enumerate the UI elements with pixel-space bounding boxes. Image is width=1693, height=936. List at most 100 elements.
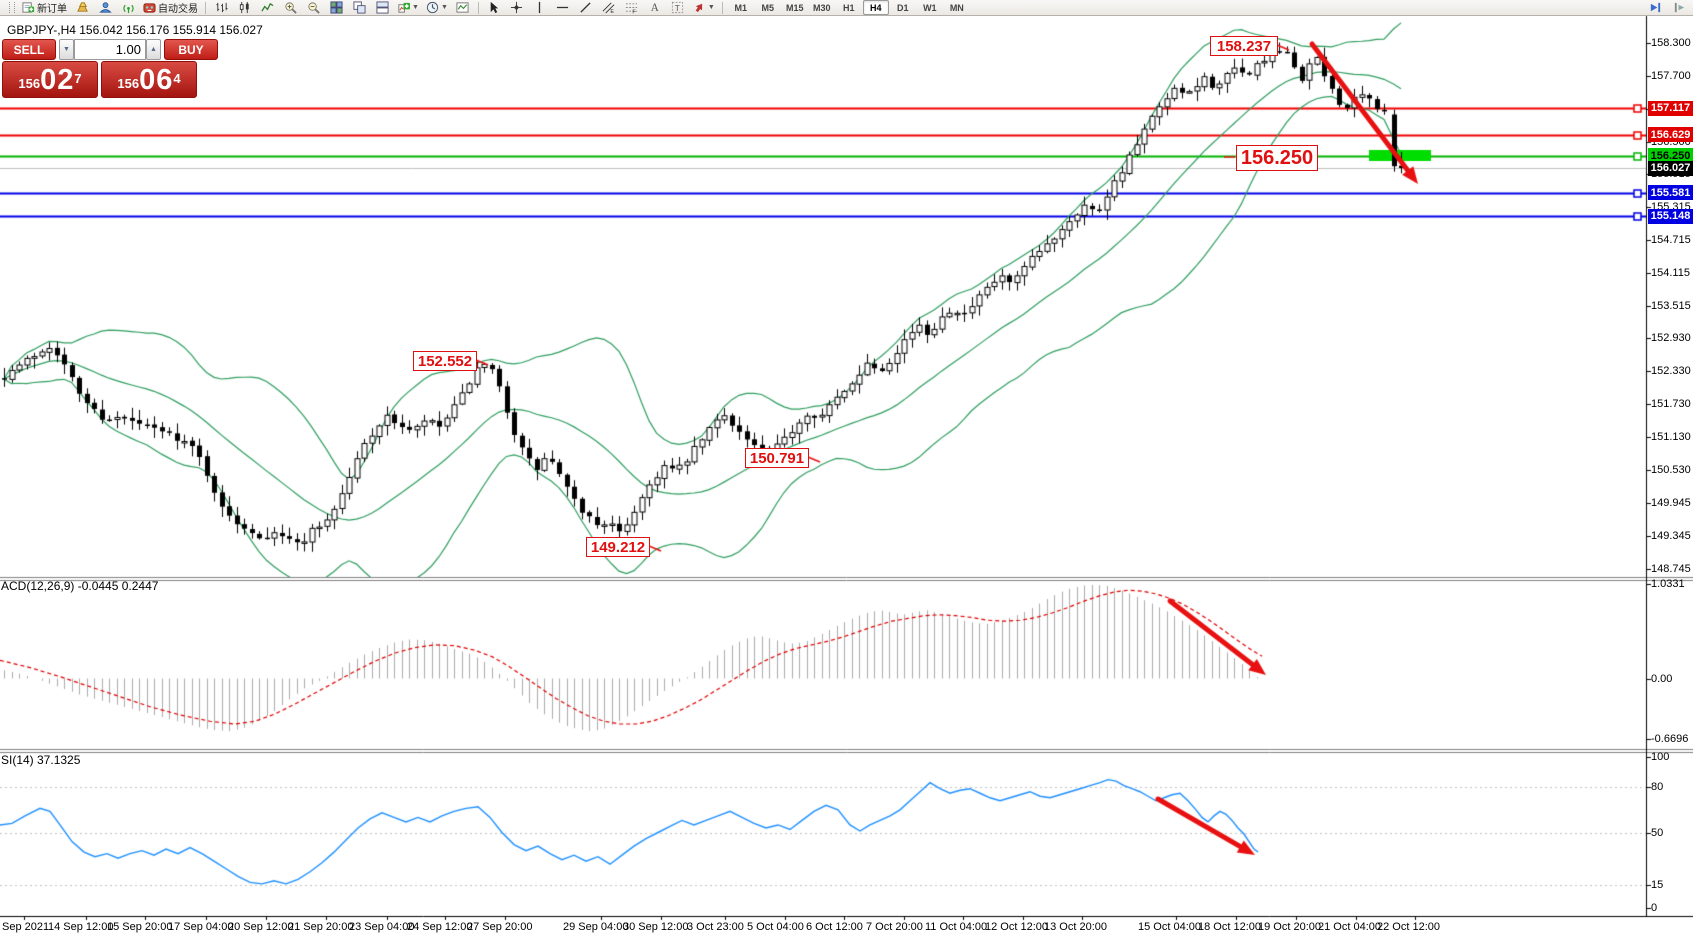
svg-text:A: A [651, 2, 659, 14]
toolbar-separator [477, 1, 479, 14]
time-axis-label: 3 Oct 23:00 [687, 921, 744, 933]
chart-shift-icon[interactable] [1669, 1, 1689, 15]
macd-axis-tick: 0.00 [1651, 672, 1673, 685]
volume-down-stepper[interactable]: ▼ [59, 39, 74, 60]
bid-pip-digit: 7 [74, 71, 82, 86]
ask-pip-digit: 4 [173, 71, 181, 86]
annotation-price-label[interactable]: 150.791 [745, 448, 809, 468]
toolbar-drag-handle[interactable] [9, 2, 15, 13]
time-axis-label: 5 Oct 04:00 [747, 921, 804, 933]
rsi-axis-tick: 15 [1651, 879, 1664, 892]
volume-input[interactable]: 1.00 [74, 39, 146, 60]
zoom-in-icon[interactable] [280, 1, 300, 15]
price-axis-tick: 150.530 [1651, 464, 1691, 477]
price-level-tag: 155.148 [1648, 208, 1693, 224]
price-level-tag: 155.581 [1648, 185, 1693, 201]
crosshair-icon[interactable] [507, 1, 527, 15]
price-axis-tick: 157.700 [1651, 70, 1691, 82]
annotation-price-label[interactable]: 152.552 [413, 351, 477, 371]
market-icon[interactable] [72, 1, 92, 15]
auto-scroll-icon[interactable] [1645, 1, 1665, 15]
bid-big-digits: 02 [40, 64, 75, 96]
time-axis-label: 22 Oct 12:00 [1377, 921, 1440, 933]
time-axis-label: 18 Oct 12:00 [1198, 921, 1261, 933]
timeframe-d1[interactable]: D1 [897, 2, 909, 13]
rsi-axis-tick: 50 [1651, 826, 1664, 839]
buy-button[interactable]: BUY [164, 39, 218, 60]
horizontal-line-icon[interactable] [553, 1, 573, 15]
new-order-icon[interactable]: 新订单 [20, 1, 69, 15]
line-chart-icon[interactable] [257, 1, 277, 15]
cursor-icon[interactable] [484, 1, 504, 15]
text-label-icon[interactable]: T [668, 1, 688, 15]
svg-text:F: F [633, 10, 637, 14]
autotrading-label: 自动交易 [158, 4, 198, 15]
ask-price-display[interactable]: 156 06 4 [101, 61, 197, 98]
timeframe-m30[interactable]: M30 [813, 2, 831, 13]
arrows-icon[interactable]: ▼ [691, 1, 717, 15]
toolbar: 新订单 自动交易 ▼ ▼ E F A T ▼ M1 M5 M15 M30 H1 H4 D1 W1 MN [0, 0, 1693, 16]
templates-icon[interactable] [453, 1, 473, 15]
community-icon[interactable] [95, 1, 115, 15]
toolbar-separator [721, 1, 723, 14]
annotation-price-label[interactable]: 156.250 [1236, 145, 1318, 171]
timeframe-m5[interactable]: M5 [761, 2, 775, 13]
time-axis-label: 27 Sep 20:00 [467, 921, 533, 933]
timeframe-m1[interactable]: M1 [734, 2, 748, 13]
svg-text:T: T [675, 3, 680, 13]
time-axis-label: 21 Sep 20:00 [288, 921, 354, 933]
annotation-price-label[interactable]: 158.237 [1210, 36, 1278, 56]
toolbar-right-group [1645, 1, 1693, 15]
chevron-down-icon: ▼ [412, 4, 419, 11]
arrange-windows-icon[interactable] [372, 1, 392, 15]
time-axis-label: 19 Oct 20:00 [1258, 921, 1321, 933]
sell-button[interactable]: SELL [2, 39, 56, 60]
bid-price-display[interactable]: 156 02 7 [2, 61, 98, 98]
cascade-windows-icon[interactable] [349, 1, 369, 15]
trendline-icon[interactable] [576, 1, 596, 15]
timeframe-mn[interactable]: MN [949, 2, 964, 13]
chevron-down-icon: ▼ [440, 4, 448, 11]
signals-icon[interactable] [118, 1, 138, 15]
macd-axis-tick: 1.0331 [1651, 578, 1685, 591]
price-level-tag: 156.629 [1648, 127, 1693, 143]
price-axis-tick: 154.115 [1651, 267, 1690, 280]
autotrading-icon[interactable]: 自动交易 [141, 1, 200, 15]
timeframe-h4[interactable]: H4 [862, 0, 889, 15]
periods-icon[interactable]: ▼ [424, 1, 450, 15]
tile-windows-icon[interactable] [326, 1, 346, 15]
vertical-line-icon[interactable] [530, 1, 550, 15]
zoom-out-icon[interactable] [303, 1, 323, 15]
fibonacci-icon[interactable]: F [622, 1, 642, 15]
candlestick-chart-icon[interactable] [234, 1, 254, 15]
macd-axis-tick: -0.6696 [1651, 733, 1689, 746]
time-axis-label: 6 Oct 12:00 [806, 921, 863, 933]
equidistant-channel-icon[interactable]: E [599, 1, 619, 15]
price-axis-tick: 151.130 [1651, 431, 1691, 444]
price-axis-tick: 149.345 [1651, 529, 1691, 542]
time-axis-label: 7 Oct 20:00 [866, 921, 923, 933]
toolbar-draw-group: E F A T ▼ [484, 1, 717, 15]
annotation-price-label[interactable]: 149.212 [586, 537, 650, 557]
volume-up-stepper[interactable]: ▲ [146, 39, 161, 60]
price-axis-tick: 154.715 [1651, 234, 1691, 247]
chevron-down-icon: ▼ [707, 4, 715, 11]
price-axis-tick: 152.930 [1651, 332, 1691, 345]
bar-chart-icon[interactable] [211, 1, 231, 15]
timeframe-w1[interactable]: W1 [923, 2, 937, 13]
rsi-axis-tick: 100 [1651, 751, 1670, 763]
text-icon[interactable]: A [645, 1, 665, 15]
time-axis-label: 15 Sep 20:00 [107, 921, 173, 933]
toolbar-trade-group: 新订单 自动交易 [20, 1, 200, 15]
timeframe-m15[interactable]: M15 [786, 2, 804, 13]
price-axis-tick: 151.730 [1651, 398, 1691, 411]
price-axis-tick: 158.300 [1651, 37, 1691, 49]
timeframe-h1[interactable]: H1 [843, 2, 855, 13]
price-level-tag: 156.027 [1648, 160, 1693, 176]
chart-title: GBPJPY-,H4 156.042 156.176 155.914 156.0… [7, 23, 263, 37]
indicators-add-icon[interactable]: ▼ [395, 1, 421, 15]
time-axis-label: 15 Oct 04:00 [1138, 921, 1201, 933]
time-axis-label: 21 Oct 04:00 [1318, 921, 1381, 933]
